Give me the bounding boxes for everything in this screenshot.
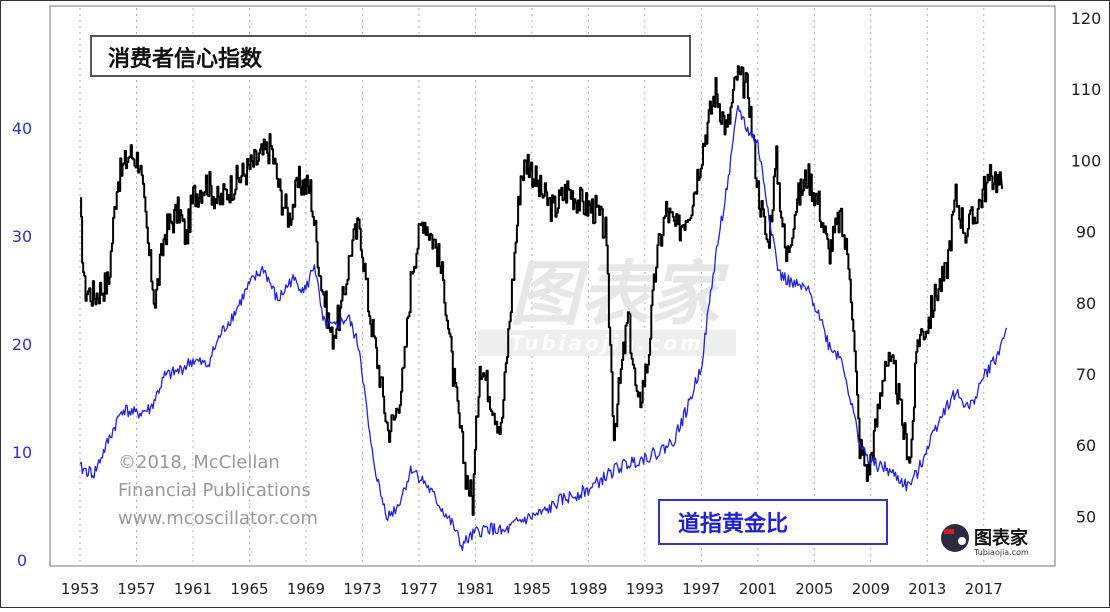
x-tick-label: 1965 (230, 580, 268, 598)
series-group (79, 65, 1008, 552)
right-tick-label: 80 (1076, 294, 1096, 313)
x-tick-label: 1989 (569, 580, 607, 598)
left-tick-label: 30 (12, 227, 32, 246)
copyright-line-3: www.mcoscillator.com (118, 508, 318, 529)
x-tick-label: 1985 (513, 580, 551, 598)
left-tick-label: 0 (17, 551, 27, 570)
x-tick-label: 1969 (287, 580, 325, 598)
series-line-consumer-confidence (80, 65, 1004, 516)
watermark-text: 图表家 (510, 253, 730, 335)
tubiaojia-logo: 图表家 Tubiaojia.com (941, 524, 1029, 557)
logo-subtext: Tubiaojia.com (973, 548, 1029, 557)
legend-dow-gold-ratio: 道指黄金比 (658, 499, 888, 545)
right-tick-label: 120 (1071, 9, 1102, 28)
legend-dow-gold-ratio-label: 道指黄金比 (678, 511, 788, 537)
x-tick-label: 2013 (908, 580, 946, 598)
legend-consumer-confidence-label: 消费者信心指数 (108, 46, 263, 72)
x-tick-label: 2009 (852, 580, 890, 598)
logo-head-icon (941, 524, 969, 552)
x-tick-label: 1997 (682, 580, 720, 598)
x-tick-label: 1981 (456, 580, 494, 598)
watermark-band (478, 330, 736, 356)
x-tick-label: 1961 (174, 580, 212, 598)
legend-consumer-confidence: 消费者信心指数 (90, 35, 691, 77)
left-tick-label: 20 (12, 335, 32, 354)
left-axis: 0 10 20 30 40 (12, 119, 32, 570)
watermark-subtext: Tubiaojia.com (510, 331, 704, 355)
right-tick-label: 60 (1076, 436, 1096, 455)
x-tick-label: 1953 (61, 580, 99, 598)
right-tick-label: 100 (1071, 151, 1102, 170)
x-axis: 1953 1957 1961 1965 1969 1973 1977 1981 1985 1989… (61, 580, 1003, 598)
left-tick-label: 10 (12, 443, 32, 462)
series-line-dow-gold-ratio (79, 104, 1008, 552)
copyright-line-1: ©2018, McClellan (118, 452, 280, 473)
x-tick-label: 1993 (626, 580, 664, 598)
x-tick-label: 1957 (117, 580, 155, 598)
x-tick-label: 1977 (400, 580, 438, 598)
x-tick-label: 2017 (965, 580, 1003, 598)
right-tick-label: 50 (1076, 507, 1096, 526)
left-tick-label: 40 (12, 119, 32, 138)
right-axis: 50 60 70 80 90 100 110 120 (1071, 9, 1102, 526)
x-tick-label: 2005 (795, 580, 833, 598)
x-tick-label: 2001 (739, 580, 777, 598)
right-tick-label: 70 (1076, 365, 1096, 384)
right-tick-label: 90 (1076, 223, 1096, 242)
logo-text: 图表家 (974, 527, 1029, 549)
right-tick-label: 110 (1071, 80, 1102, 99)
x-tick-label: 1973 (343, 580, 381, 598)
copyright-annotation: ©2018, McClellan Financial Publications … (118, 452, 318, 529)
copyright-line-2: Financial Publications (118, 480, 311, 501)
